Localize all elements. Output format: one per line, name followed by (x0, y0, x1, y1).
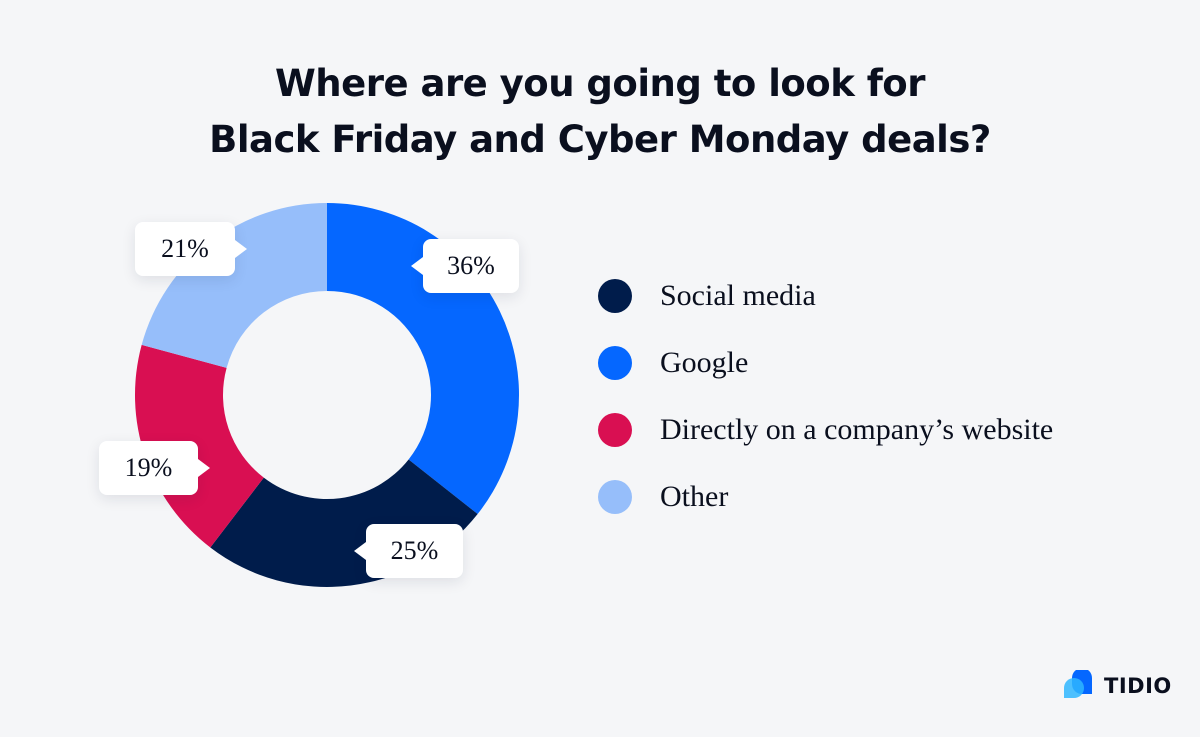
callout-direct: 19% (99, 441, 210, 495)
legend-dot-directly-on-website (598, 412, 632, 447)
legend-item-social-media: Social media (598, 262, 1053, 329)
legend-label: Directly on a company’s website (660, 412, 1054, 446)
legend-item-directly-on-website: Directly on a company’s website (598, 396, 1053, 463)
tidio-brand: TIDIO (1062, 670, 1172, 702)
callout-other: 21% (135, 222, 247, 276)
legend-item-google: Google (598, 329, 1053, 396)
legend-dot-other (598, 479, 632, 514)
legend-label: Google (660, 345, 749, 379)
callout-social: 25% (354, 524, 463, 578)
legend-item-other: Other (598, 463, 1053, 530)
donut-segment-other (141, 203, 327, 368)
legend-dot-social-media (598, 278, 632, 313)
donut-segment-directly-on-a-company-s-website (135, 344, 264, 548)
legend: Social media Google Directly on a compan… (598, 262, 1053, 530)
brand-name: TIDIO (1104, 674, 1172, 698)
callout-social-value: 25% (390, 536, 439, 565)
chart-title-line-2: Black Friday and Cyber Monday deals? (209, 118, 991, 161)
callout-other-value: 21% (161, 234, 209, 263)
chart-title: Where are you going to look for Black Fr… (0, 56, 1200, 168)
tidio-logo-icon (1064, 670, 1092, 698)
legend-label: Other (660, 479, 729, 513)
legend-label: Social media (660, 278, 816, 312)
callout-direct-value: 19% (124, 453, 173, 482)
legend-dot-google (598, 345, 632, 380)
chart-title-line-1: Where are you going to look for (275, 62, 925, 105)
callout-google-value: 36% (447, 251, 495, 280)
callout-google: 36% (411, 239, 519, 293)
